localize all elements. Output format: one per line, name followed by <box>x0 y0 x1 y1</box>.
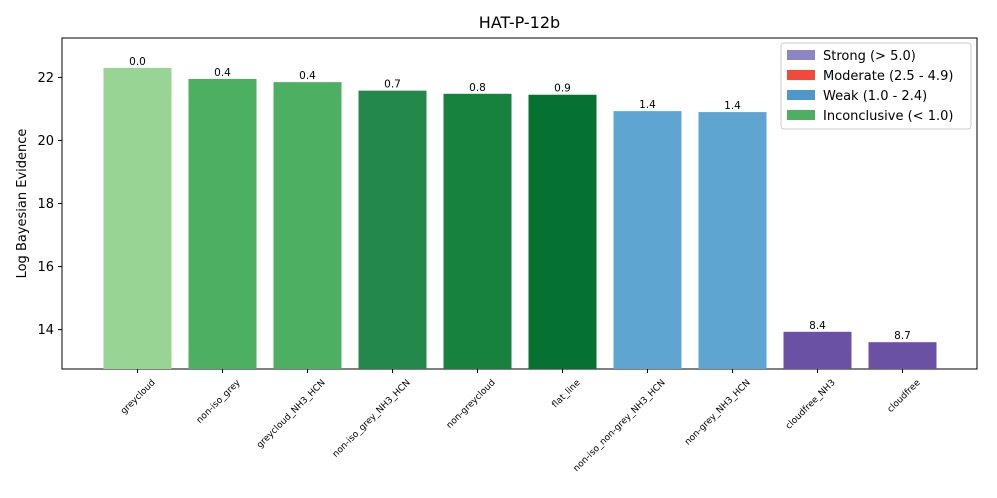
legend-swatch <box>787 70 815 80</box>
x-tick-label: non-iso_non-grey_NH3_HCN <box>572 378 668 474</box>
bar-flat_line <box>528 94 597 369</box>
bar-value-label: 0.9 <box>554 83 571 95</box>
y-axis-label: Log Bayesian Evidence <box>15 129 30 279</box>
bar-non-iso_grey_NH3_HCN <box>358 90 427 369</box>
y-tick-label: 14 <box>37 323 54 338</box>
bar-value-label: 0.4 <box>214 67 231 79</box>
bar-greycloud <box>103 67 172 369</box>
x-tick-label: non-iso_grey <box>195 378 243 426</box>
y-tick-label: 22 <box>37 71 54 86</box>
bar-cloudfree_NH3 <box>783 331 852 369</box>
x-tick-label: non-iso_grey_NH3_HCN <box>331 378 413 460</box>
bar-value-label: 1.4 <box>724 100 741 112</box>
bar-value-label: 0.8 <box>469 82 486 94</box>
x-tick-label: greycloud <box>119 378 158 417</box>
y-tick-label: 18 <box>37 197 54 212</box>
legend-label: Moderate (2.5 - 4.9) <box>823 69 953 84</box>
legend-swatch <box>787 110 815 120</box>
legend-label: Weak (1.0 - 2.4) <box>823 89 927 104</box>
legend-label: Inconclusive (< 1.0) <box>823 109 953 124</box>
bar-value-label: 0.0 <box>129 56 146 68</box>
x-tick-label: greycloud_NH3_HCN <box>255 378 327 450</box>
bar-cloudfree <box>868 342 937 369</box>
bar-value-label: 8.4 <box>809 320 826 332</box>
bar-value-label: 1.4 <box>639 99 656 111</box>
bar-non-grey_NH3_HCN <box>698 112 767 369</box>
legend-box <box>780 42 972 130</box>
legend-label: Strong (> 5.0) <box>823 49 916 64</box>
bar-value-label: 8.7 <box>894 330 911 342</box>
bar-non-iso_grey <box>188 78 257 369</box>
legend-swatch <box>787 90 815 100</box>
bar-non-iso_non-grey_NH3_HCN <box>613 111 682 369</box>
bar-value-label: 0.4 <box>299 70 316 82</box>
x-tick-label: cloudfree <box>886 378 923 415</box>
bar-non-greycloud <box>443 93 512 369</box>
bar-greycloud_NH3_HCN <box>273 82 342 369</box>
x-tick-label: non-greycloud <box>445 378 498 431</box>
x-tick-label: flat_line <box>550 378 582 410</box>
x-tick-label: non-grey_NH3_HCN <box>683 378 752 447</box>
y-tick-label: 16 <box>37 260 54 275</box>
legend-swatch <box>787 50 815 60</box>
chart-title: HAT-P-12b <box>479 13 560 32</box>
bars-layer: 0.0 0.4 0.4 0.7 0.8 0.9 1.4 1.4 8.4 8.7 <box>103 56 937 369</box>
x-tick-label: cloudfree_NH3 <box>784 378 838 432</box>
legend: Strong (> 5.0) Moderate (2.5 - 4.9) Weak (… <box>780 42 972 130</box>
bar-value-label: 0.7 <box>384 79 401 91</box>
y-tick-label: 20 <box>37 134 54 149</box>
